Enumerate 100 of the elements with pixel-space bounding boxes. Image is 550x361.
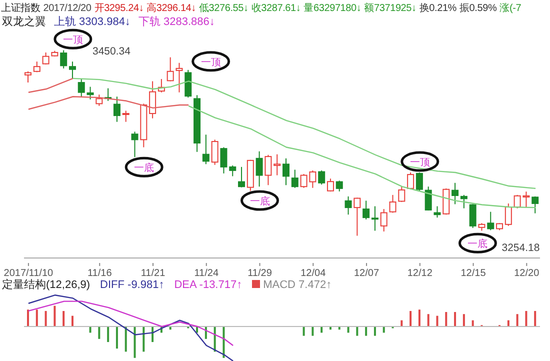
- bar: [44, 310, 47, 326]
- candlestick: [291, 169, 298, 188]
- text: 涨(-7: [500, 3, 522, 14]
- bar: [516, 314, 518, 326]
- candlestick: [371, 206, 378, 232]
- candlestick: [211, 139, 218, 166]
- x-tick-label: 12/04: [300, 268, 326, 279]
- text: 3254.18: [502, 242, 540, 254]
- bar: [365, 326, 368, 336]
- candlestick: [122, 110, 130, 122]
- candlestick: [149, 80, 156, 119]
- annotation: 一顶: [410, 158, 430, 169]
- bar: [462, 314, 465, 326]
- candlestick: [487, 211, 494, 231]
- annotation: 一底: [250, 196, 270, 208]
- candlestick: [282, 158, 290, 186]
- x-tick-label: 11/29: [248, 268, 272, 279]
- legend-label: MACD 7.472↑: [262, 279, 332, 291]
- bar: [98, 326, 100, 339]
- text: 换0.21%: [419, 3, 456, 14]
- candlestick: [344, 196, 352, 216]
- candlestick: [184, 69, 192, 98]
- bar: [302, 326, 305, 336]
- candlestick: [460, 194, 468, 209]
- candlestick: [532, 196, 539, 214]
- bar: [222, 326, 225, 358]
- bar: [142, 326, 145, 352]
- candlestick: [202, 134, 210, 165]
- text: 额7371925↓: [364, 3, 416, 14]
- candlestick: [24, 70, 32, 84]
- candlestick: [380, 208, 388, 232]
- bar: [312, 326, 314, 336]
- bar: [418, 310, 420, 326]
- bar: [374, 326, 376, 336]
- text: 量63297180↓: [304, 3, 362, 14]
- candlestick: [68, 61, 76, 80]
- bar: [116, 326, 118, 349]
- text: 高3296.14↓: [146, 3, 196, 14]
- candlestick: [326, 178, 334, 192]
- candlestick: [220, 146, 228, 174]
- chart-title: 上证指数: [1, 3, 40, 14]
- candlestick: [86, 86, 94, 100]
- candlestick: [256, 150, 263, 188]
- annotation: 3450.34: [92, 45, 131, 58]
- candlestick: [469, 204, 476, 228]
- candlestick: [336, 180, 343, 192]
- candlestick: [452, 182, 459, 205]
- chart-subtitle: 双龙之翼: [2, 16, 46, 28]
- text: 一底: [468, 238, 488, 250]
- bar: [410, 310, 412, 326]
- candlestick: [264, 154, 272, 186]
- candlestick: [78, 78, 85, 98]
- x-tick-label: 12/20: [514, 268, 540, 279]
- text: 上轨 3303.984↓: [54, 16, 130, 28]
- candlestick: [398, 186, 406, 202]
- candlestick: [60, 50, 68, 69]
- x-tick-label: 11/24: [194, 268, 219, 279]
- bar: [27, 310, 29, 326]
- bar: [54, 306, 56, 326]
- candlestick: [416, 172, 423, 192]
- bar: [134, 326, 136, 358]
- candlestick: [389, 194, 396, 214]
- bar: [36, 310, 38, 326]
- x-tick-label: 11/21: [140, 268, 166, 279]
- bar: [525, 310, 528, 326]
- candlestick: [166, 56, 174, 82]
- bar: [534, 310, 536, 326]
- bar: [124, 326, 127, 352]
- bar: [356, 326, 358, 336]
- x-tick-label: 12/07: [354, 268, 380, 279]
- candlestick: [113, 96, 120, 122]
- x-tick-label: 2017/11/10: [4, 268, 54, 279]
- bar: [427, 314, 430, 326]
- text: 振0.59%: [460, 3, 497, 14]
- candlestick: [504, 202, 512, 226]
- candlestick: [318, 170, 326, 186]
- text: DEA -13.717↑: [174, 279, 242, 291]
- text: 2017/12/20: [43, 3, 92, 14]
- bar: [454, 312, 456, 326]
- bar: [71, 316, 74, 326]
- text: 一顶: [62, 35, 83, 46]
- x-tick-label: 12/12: [407, 268, 433, 279]
- candlestick: [407, 172, 414, 190]
- candlestick: [424, 186, 432, 212]
- candlestick: [229, 164, 236, 177]
- candlestick: [176, 62, 183, 93]
- chart-title: 定量结构(12,26,9): [2, 279, 90, 291]
- annotation: 一顶: [200, 57, 221, 68]
- x-tick-label: 12/15: [460, 268, 486, 279]
- candlestick: [131, 131, 138, 158]
- text: 下轨 3283.886↓: [138, 16, 215, 28]
- bar: [445, 312, 448, 326]
- candlestick: [238, 166, 246, 188]
- series-label: DIFF -9.981↑: [100, 279, 164, 291]
- candlestick: [274, 154, 281, 176]
- annotation: 一底: [134, 162, 154, 174]
- text: 开3295.24↓: [94, 3, 144, 14]
- text: 收3287.61↓: [251, 3, 301, 14]
- candlestick: [96, 94, 103, 106]
- candlestick: [362, 200, 370, 220]
